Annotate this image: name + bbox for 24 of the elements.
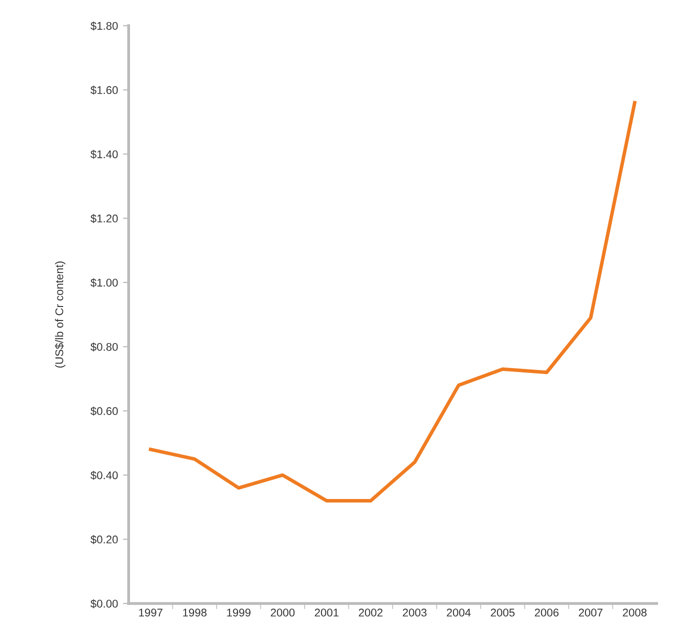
y-tick-label: $0.20	[90, 535, 118, 544]
x-tick-label: 1999	[227, 608, 250, 617]
x-tick-label: 2002	[358, 608, 382, 617]
x-tick-label: 2004	[446, 608, 471, 617]
y-tick-label: $0.60	[90, 406, 118, 416]
x-tick-label: 2008	[622, 608, 647, 617]
x-tick-label: 2007	[578, 608, 602, 617]
y-tick-label: $1.80	[90, 21, 118, 30]
y-tick-label: $1.20	[90, 214, 118, 224]
line-series	[148, 100, 636, 502]
y-tick-label: $1.60	[90, 86, 118, 95]
x-tick-label: 2001	[314, 608, 338, 617]
y-tick-label: $1.00	[90, 278, 118, 288]
y-tick-label: $0.40	[90, 470, 118, 480]
x-tick-label: 1998	[183, 608, 207, 617]
x-tick-label: 2005	[490, 608, 515, 617]
x-tick-label: 2003	[402, 608, 427, 617]
x-tick-label: 2006	[534, 608, 559, 617]
x-tick-label: 2000	[270, 608, 295, 617]
y-axis-title: (US$/lb of Cr content)	[54, 262, 66, 368]
y-tick-label: $0.00	[90, 599, 118, 608]
x-tick-label: 1997	[139, 608, 162, 617]
y-tick-label: $0.80	[90, 342, 118, 352]
y-tick-label: $1.40	[90, 150, 118, 159]
